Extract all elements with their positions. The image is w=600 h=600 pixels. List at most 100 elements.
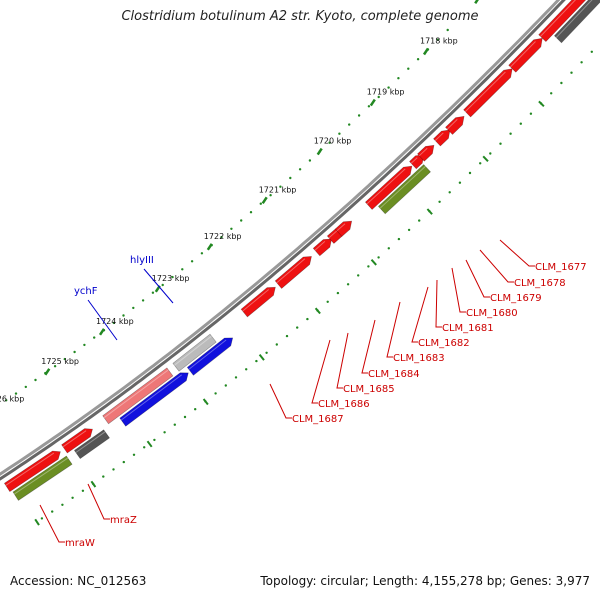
gene-highlight	[276, 258, 306, 284]
track-dot	[367, 105, 371, 108]
kbp-tick-label: 1725 kbp	[41, 357, 79, 366]
track-dot	[230, 227, 233, 230]
track-dot	[153, 438, 156, 442]
gene-body	[334, 220, 353, 237]
forward-gene	[409, 154, 425, 170]
track-dot	[14, 392, 18, 395]
track-dot	[397, 77, 400, 80]
kbp-tick-label: 1721 kbp	[259, 185, 297, 194]
gene-label-leader	[465, 259, 490, 298]
track-dot	[24, 385, 27, 389]
track-dot	[285, 334, 289, 338]
track-dot	[338, 132, 341, 135]
gene-body	[73, 429, 110, 460]
track-dot	[458, 181, 462, 184]
gene-label[interactable]: mraW	[65, 538, 95, 549]
gene-body	[377, 164, 431, 215]
track-dot	[580, 61, 583, 64]
gene-label[interactable]: CLM_1683	[393, 353, 445, 364]
track-dot	[143, 446, 146, 449]
gene-label[interactable]: hlyIII	[130, 255, 154, 266]
track-dot	[407, 67, 410, 70]
track-dot	[560, 81, 563, 85]
track-dot	[348, 123, 351, 126]
gene-label-leader	[269, 383, 292, 419]
track-dot	[51, 510, 54, 513]
inner-tick	[202, 398, 209, 406]
track-dot	[570, 71, 573, 74]
track-dot	[161, 283, 164, 287]
gene-label[interactable]: CLM_1679	[490, 293, 542, 304]
track-dot	[590, 50, 593, 53]
forward-gene-gray	[172, 333, 217, 372]
gene-label[interactable]: CLM_1686	[318, 399, 370, 410]
track-dot	[357, 274, 360, 277]
track-dot	[81, 489, 85, 492]
kbp-tick-label: 1719 kbp	[367, 88, 405, 97]
kbp-tick	[474, 0, 479, 4]
gene-body	[417, 144, 435, 162]
inner-tick	[90, 480, 97, 488]
gene-label[interactable]: mraZ	[110, 515, 137, 526]
gene-body	[312, 238, 332, 257]
gene-label[interactable]: CLM_1685	[343, 384, 395, 395]
gene-highlight	[434, 132, 444, 141]
track-dot	[308, 159, 312, 162]
gene-body	[3, 450, 61, 493]
gene-body	[445, 115, 465, 135]
track-dot	[448, 191, 451, 194]
track-dot	[40, 517, 44, 520]
track-dot	[5, 399, 8, 402]
inner-tick	[146, 440, 153, 448]
track-dot	[438, 200, 441, 203]
gene-body	[172, 333, 217, 372]
track-dot	[269, 194, 272, 197]
gene-highlight	[410, 157, 418, 164]
gene-highlight	[5, 452, 55, 486]
gene-labels: CLM_1677 CLM_1678 CLM_1679 CLM_1680 CLM_1681…	[39, 239, 587, 549]
track-dot	[509, 132, 512, 135]
forward-gene	[334, 220, 353, 237]
gene-body	[364, 165, 413, 210]
gene-label-leader	[87, 299, 118, 341]
gene-label-leader	[386, 301, 401, 358]
accession-text: Accession: NC_012563	[10, 574, 147, 588]
track-dot	[357, 114, 361, 117]
gene-label[interactable]: CLM_1677	[535, 262, 587, 273]
gene-label[interactable]: CLM_1681	[442, 323, 494, 334]
gene-label[interactable]: CLM_1684	[368, 369, 420, 380]
gene-label-leader	[87, 483, 110, 520]
gene-body	[102, 367, 174, 425]
gene-label[interactable]: CLM_1678	[514, 278, 566, 289]
kbp-tick	[369, 98, 376, 107]
gene-highlight	[446, 119, 458, 130]
track-dot	[550, 92, 553, 95]
kbp-tick-label: 1720 kbp	[314, 137, 352, 146]
track-dot	[71, 496, 74, 499]
gene-label[interactable]: CLM_1682	[418, 338, 470, 349]
gene-body	[61, 428, 93, 454]
gene-label[interactable]: ychF	[74, 286, 98, 297]
gene-highlight	[242, 289, 270, 312]
track-dot	[336, 291, 340, 295]
gene-label-leader	[411, 286, 429, 343]
track-dot	[249, 211, 253, 214]
gene-label[interactable]: CLM_1680	[466, 308, 518, 319]
gene-label[interactable]: CLM_1687	[292, 414, 344, 425]
track-dot	[326, 300, 329, 303]
kbp-tick-label: 1724 kbp	[96, 317, 134, 326]
gene-body	[463, 68, 513, 118]
gene-label-leader	[143, 268, 174, 304]
reverse-gene-blue	[186, 337, 234, 376]
gene-highlight	[464, 71, 506, 112]
genome-summary-text: Topology: circular; Length: 4,155,278 bp…	[260, 574, 590, 588]
gene-body	[240, 286, 276, 318]
track-dot	[141, 299, 145, 302]
gene-highlight	[188, 339, 227, 370]
track-dot	[446, 28, 449, 32]
forward-gene	[61, 428, 93, 454]
gene-body	[553, 0, 600, 44]
gene-highlight	[379, 166, 426, 209]
